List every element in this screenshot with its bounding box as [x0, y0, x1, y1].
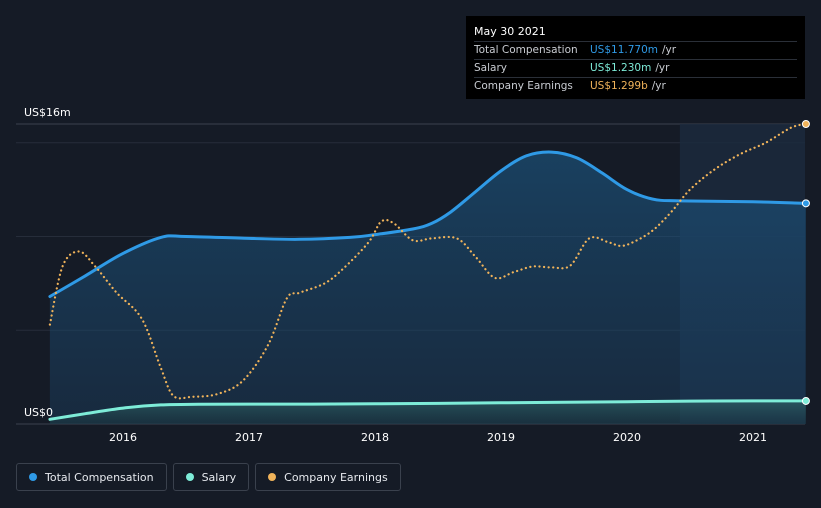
- legend-item-salary[interactable]: Salary: [172, 463, 250, 491]
- legend-dot-icon: [29, 473, 37, 481]
- line-company-earnings: [48, 122, 807, 400]
- tooltip-label: Company Earnings: [474, 80, 573, 92]
- legend-dot-icon: [185, 473, 194, 481]
- chart-legend: Total Compensation Salary Company Earnin…: [16, 463, 407, 491]
- legend-label: Salary: [201, 470, 237, 484]
- legend-dot-icon: [268, 473, 277, 481]
- hover-tooltip: May 30 2021 Total Compensation US$11.770…: [466, 16, 805, 99]
- legend-item-total-compensation[interactable]: Total Compensation: [16, 463, 167, 491]
- tooltip-row-company-earnings: Company Earnings US$1.299b /yr: [474, 77, 797, 95]
- tooltip-value: US$1.299b: [590, 80, 648, 92]
- tooltip-unit: /yr: [651, 80, 666, 92]
- y-tick-label-min: US$0: [24, 406, 53, 419]
- area-salary: [49, 400, 806, 424]
- tooltip-date: May 30 2021: [474, 25, 546, 38]
- tooltip-row-total-compensation: Total Compensation US$11.770m /yr: [474, 41, 797, 59]
- legend-item-company-earnings[interactable]: Company Earnings: [255, 463, 401, 491]
- x-tick-label: 2017: [235, 431, 263, 444]
- tooltip-value: US$1.230m: [590, 62, 652, 74]
- tooltip-value: US$11.770m: [590, 44, 658, 56]
- legend-label: Total Compensation: [45, 470, 154, 484]
- y-tick-label-max: US$16m: [24, 106, 71, 119]
- series-lines: [48, 120, 810, 421]
- tooltip-label: Salary: [474, 62, 507, 74]
- area-total-compensation: [49, 152, 806, 424]
- x-tick-label: 2018: [361, 431, 389, 444]
- tooltip-unit: /yr: [662, 44, 677, 56]
- end-point-salary[interactable]: [801, 396, 810, 405]
- end-point-company-earnings[interactable]: [801, 120, 810, 128]
- x-tick-label: 2021: [739, 431, 767, 444]
- tooltip-label: Total Compensation: [474, 44, 578, 56]
- series-areas: [49, 152, 806, 424]
- x-tick-label: 2019: [487, 431, 515, 444]
- legend-label: Company Earnings: [284, 470, 388, 484]
- tooltip-unit: /yr: [655, 62, 670, 74]
- x-tick-label: 2016: [109, 431, 137, 444]
- line-total-compensation: [48, 150, 808, 298]
- end-point-total-compensation[interactable]: [801, 199, 810, 208]
- x-axis-ticks: 2016 2017 2018 2019 2020 2021: [109, 431, 767, 444]
- tooltip-row-salary: Salary US$1.230m /yr: [474, 59, 797, 77]
- line-salary: [48, 399, 808, 421]
- x-tick-label: 2020: [613, 431, 641, 444]
